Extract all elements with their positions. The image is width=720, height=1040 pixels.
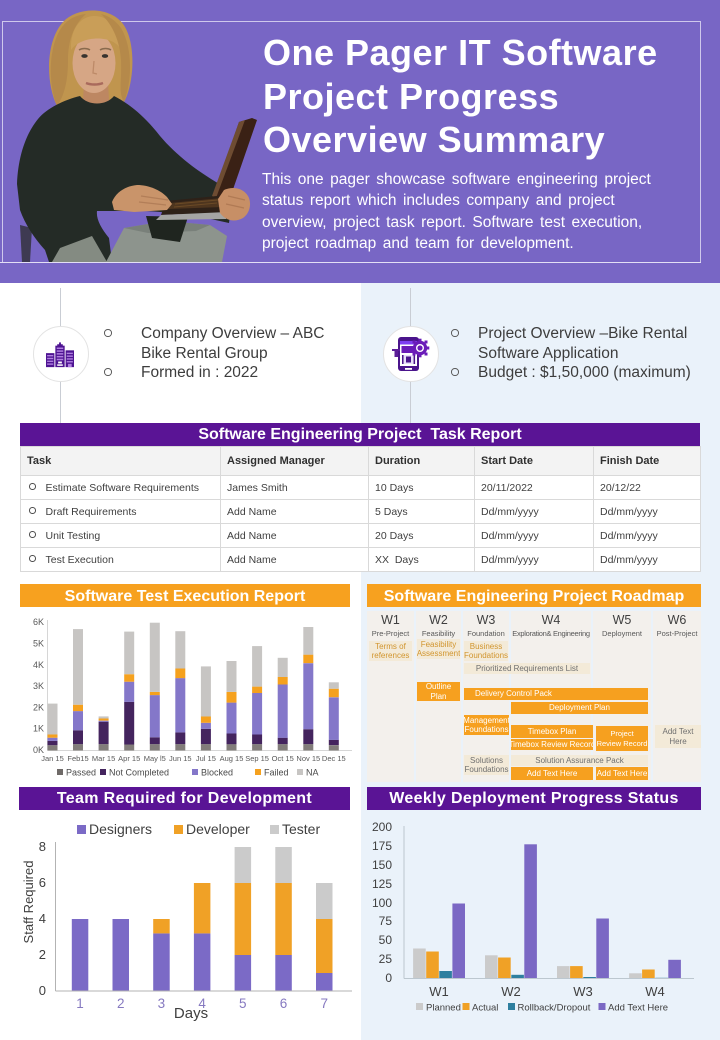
svg-text:Aug 15: Aug 15 — [220, 754, 244, 763]
svg-text:75: 75 — [379, 914, 393, 928]
svg-text:Blocked: Blocked — [201, 768, 233, 778]
svg-text:Feb15: Feb15 — [67, 754, 88, 763]
svg-text:Oct 15: Oct 15 — [272, 754, 294, 763]
svg-text:6: 6 — [280, 996, 288, 1011]
svg-text:4: 4 — [39, 911, 46, 926]
svg-text:Days: Days — [174, 1005, 208, 1022]
svg-text:Jan 15: Jan 15 — [41, 754, 64, 763]
svg-text:W1: W1 — [429, 984, 449, 999]
svg-text:Sep 15: Sep 15 — [245, 754, 269, 763]
svg-text:6: 6 — [39, 875, 46, 890]
svg-text:Failed: Failed — [264, 768, 289, 778]
svg-text:50: 50 — [379, 933, 393, 947]
svg-text:1: 1 — [76, 996, 84, 1011]
svg-text:150: 150 — [372, 858, 392, 872]
svg-text:Developer: Developer — [186, 821, 250, 837]
svg-text:3: 3 — [158, 996, 166, 1011]
svg-text:4: 4 — [198, 996, 206, 1011]
svg-text:2: 2 — [117, 996, 125, 1011]
svg-text:Tester: Tester — [282, 821, 320, 837]
svg-text:Jul 15: Jul 15 — [196, 754, 216, 763]
svg-text:175: 175 — [372, 839, 392, 853]
svg-text:2K: 2K — [33, 702, 44, 712]
svg-text:5K: 5K — [33, 639, 44, 649]
svg-text:5: 5 — [239, 996, 247, 1011]
svg-text:25: 25 — [379, 952, 393, 966]
svg-text:Not Completed: Not Completed — [109, 768, 169, 778]
svg-text:Dec 15: Dec 15 — [322, 754, 346, 763]
svg-text:3K: 3K — [33, 681, 44, 691]
svg-text:Staff Required: Staff Required — [21, 861, 36, 944]
svg-text:W2: W2 — [501, 984, 521, 999]
svg-text:7: 7 — [320, 996, 328, 1011]
svg-text:NA: NA — [306, 768, 319, 778]
svg-text:125: 125 — [372, 877, 392, 891]
svg-text:W4: W4 — [645, 984, 665, 999]
svg-text:0: 0 — [39, 983, 46, 998]
svg-text:Apr 15: Apr 15 — [118, 754, 140, 763]
svg-text:8: 8 — [39, 839, 46, 854]
svg-text:1K: 1K — [33, 724, 44, 734]
svg-text:Passed: Passed — [66, 768, 96, 778]
svg-text:Add Text Here: Add Text Here — [608, 1003, 668, 1014]
svg-text:W3: W3 — [573, 984, 593, 999]
svg-text:0: 0 — [385, 971, 392, 985]
svg-text:2: 2 — [39, 947, 46, 962]
svg-text:Jun 15: Jun 15 — [169, 754, 192, 763]
svg-text:Designers: Designers — [89, 821, 152, 837]
svg-text:6K: 6K — [33, 617, 44, 627]
svg-text:100: 100 — [372, 896, 392, 910]
svg-text:Actual: Actual — [472, 1003, 498, 1014]
svg-text:May l5: May l5 — [144, 754, 166, 763]
svg-text:0K: 0K — [33, 745, 44, 755]
svg-text:200: 200 — [372, 820, 392, 834]
svg-text:Planned: Planned — [426, 1003, 461, 1014]
svg-text:4K: 4K — [33, 660, 44, 670]
svg-text:Nov 15: Nov 15 — [296, 754, 320, 763]
svg-text:Rollback/Dropout: Rollback/Dropout — [518, 1003, 591, 1014]
svg-text:Mar 15: Mar 15 — [92, 754, 115, 763]
